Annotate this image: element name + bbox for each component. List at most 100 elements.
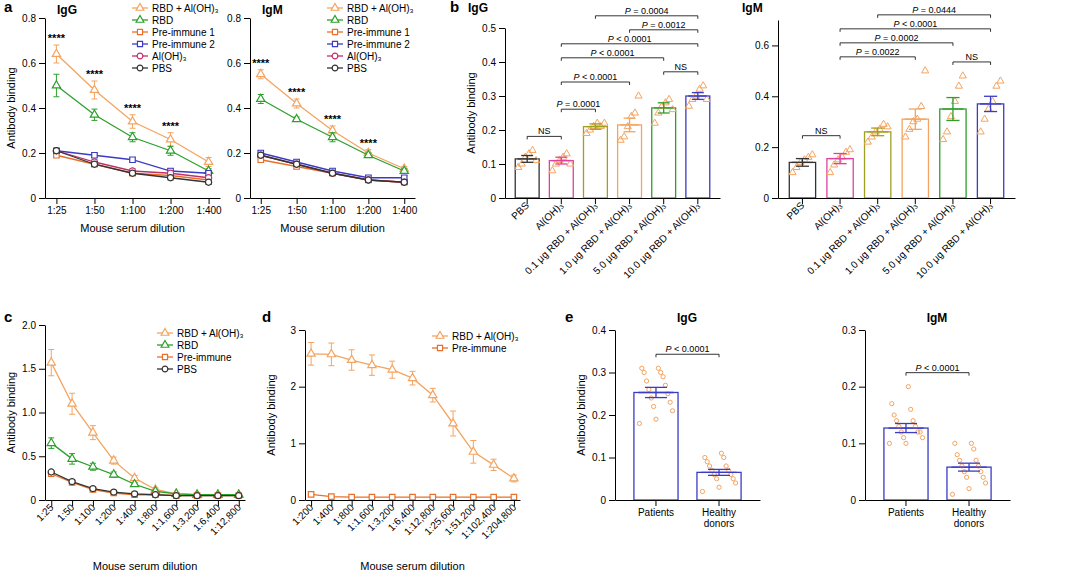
plot-area: [47, 350, 243, 499]
error-bar-line: [830, 158, 851, 159]
x-tick: 1:200: [290, 500, 316, 527]
y-axis-line: [45, 19, 46, 199]
x-tick-label: 1:400: [392, 205, 417, 216]
data-point: [911, 419, 915, 423]
x-tick: PBS: [784, 198, 806, 222]
series-line: [311, 354, 514, 479]
data-point: [654, 417, 658, 421]
legend-entry: RBD + Al(OH)₃: [432, 331, 519, 342]
x-tick-mark: [629, 198, 630, 204]
x-tick-mark: [331, 500, 332, 506]
legend-entry: PBS: [327, 63, 367, 74]
bar: [549, 161, 573, 198]
legend-marker: [137, 29, 142, 34]
y-tick: 0.3: [842, 325, 865, 336]
marker: [69, 479, 75, 485]
y-tick: 0: [235, 193, 250, 204]
legend-marker: [437, 345, 442, 350]
y-tick: 0: [290, 495, 305, 506]
data-point: [661, 375, 665, 379]
x-tick-mark: [840, 198, 841, 204]
y-tick-label: 0: [490, 193, 496, 204]
error-bar-line: [692, 99, 704, 100]
x-tick-mark: [72, 500, 73, 506]
x-tick-mark: [494, 500, 495, 506]
legend-entry: RBD + Al(OH)₃: [157, 328, 244, 339]
legend-entry: Pre-immune: [432, 343, 507, 354]
legend-marker: [332, 65, 338, 71]
plot-area: [634, 366, 741, 500]
error-bar: [53, 149, 59, 154]
x-tick-label: 1:204,800: [479, 501, 519, 541]
series-line: [261, 153, 404, 178]
x-tick-mark: [663, 198, 664, 204]
data-point: [997, 77, 1004, 83]
legend-label: Pre-immune: [452, 343, 507, 354]
y-axis-line: [865, 331, 866, 501]
bracket-label: P < 0.0001: [574, 72, 618, 82]
error-bar-line: [654, 107, 673, 108]
legend-label: RBD: [152, 15, 173, 26]
x-tick-mark: [905, 500, 906, 506]
error-bar-line: [708, 475, 730, 476]
marker: [166, 146, 174, 153]
legend-label: RBD + Al(OH)₃: [452, 331, 519, 342]
y-tick-mark: [39, 108, 45, 109]
x-tick-label: 1:200: [290, 501, 316, 527]
y-axis: 0123: [290, 325, 305, 506]
error-bar: [888, 424, 923, 433]
y-tick: 1.0: [22, 407, 45, 418]
error-bar-line: [946, 97, 959, 98]
error-bar-line: [895, 432, 917, 433]
data-point: [977, 128, 984, 134]
marker: [53, 148, 59, 154]
data-point: [703, 455, 707, 459]
x-tick-mark: [368, 198, 369, 204]
series-line: [261, 155, 404, 182]
legend-marker: [332, 41, 337, 46]
error-bar-line: [111, 464, 117, 465]
x-tick: 1:100: [320, 198, 345, 216]
error-bar-line: [369, 354, 375, 355]
x-tick-label: 1:25: [34, 501, 56, 523]
data-point: [529, 146, 536, 152]
y-tick-label: 0.5: [22, 451, 36, 462]
y-tick: 0.4: [482, 57, 505, 68]
x-axis: PBSAl(OH)₃0.1 μg RBD + Al(OH)₃1.0 μg RBD…: [506, 198, 721, 280]
bracket: [878, 15, 991, 18]
error-bar-line: [589, 129, 601, 130]
legend-marker: [436, 332, 444, 339]
data-point: [715, 477, 719, 481]
y-tick-mark: [244, 108, 250, 109]
marker: [308, 492, 313, 497]
marker: [90, 110, 98, 117]
x-tick-mark: [239, 500, 240, 506]
data-point: [939, 135, 946, 141]
y-tick-label: 0.6: [22, 58, 36, 69]
y-tick-mark: [244, 153, 250, 154]
error-bar: [130, 171, 136, 176]
data-point: [981, 115, 988, 121]
x-tick: 1:400: [197, 198, 222, 216]
legend-label: Pre-immune 1: [152, 27, 215, 38]
y-tick: 0.1: [842, 438, 865, 449]
y-tick-label: 0.2: [482, 125, 496, 136]
chart: 00.20.40.60.81:251:501:1001:2001:400aIgG…: [4, 0, 222, 234]
error-bar: [830, 154, 851, 164]
bar: [515, 159, 539, 198]
error-bar-line: [518, 158, 537, 159]
error-bar-line: [701, 472, 736, 473]
x-tick-mark: [453, 500, 454, 506]
error-bar-line: [796, 158, 809, 159]
data-point: [733, 481, 737, 485]
significance-label: ****: [360, 137, 378, 149]
data-point: [642, 370, 646, 374]
x-tick: 1:100: [120, 198, 145, 216]
x-tick: 1:25: [34, 500, 56, 523]
error-bar: [91, 153, 97, 158]
error-bar-line: [168, 132, 174, 133]
marker: [366, 177, 371, 182]
data-point: [887, 441, 891, 445]
x-axis: 1:251:501:1001:2001:4001:8001:1,6001:3,2…: [34, 500, 245, 537]
error-bar-line: [905, 119, 926, 120]
